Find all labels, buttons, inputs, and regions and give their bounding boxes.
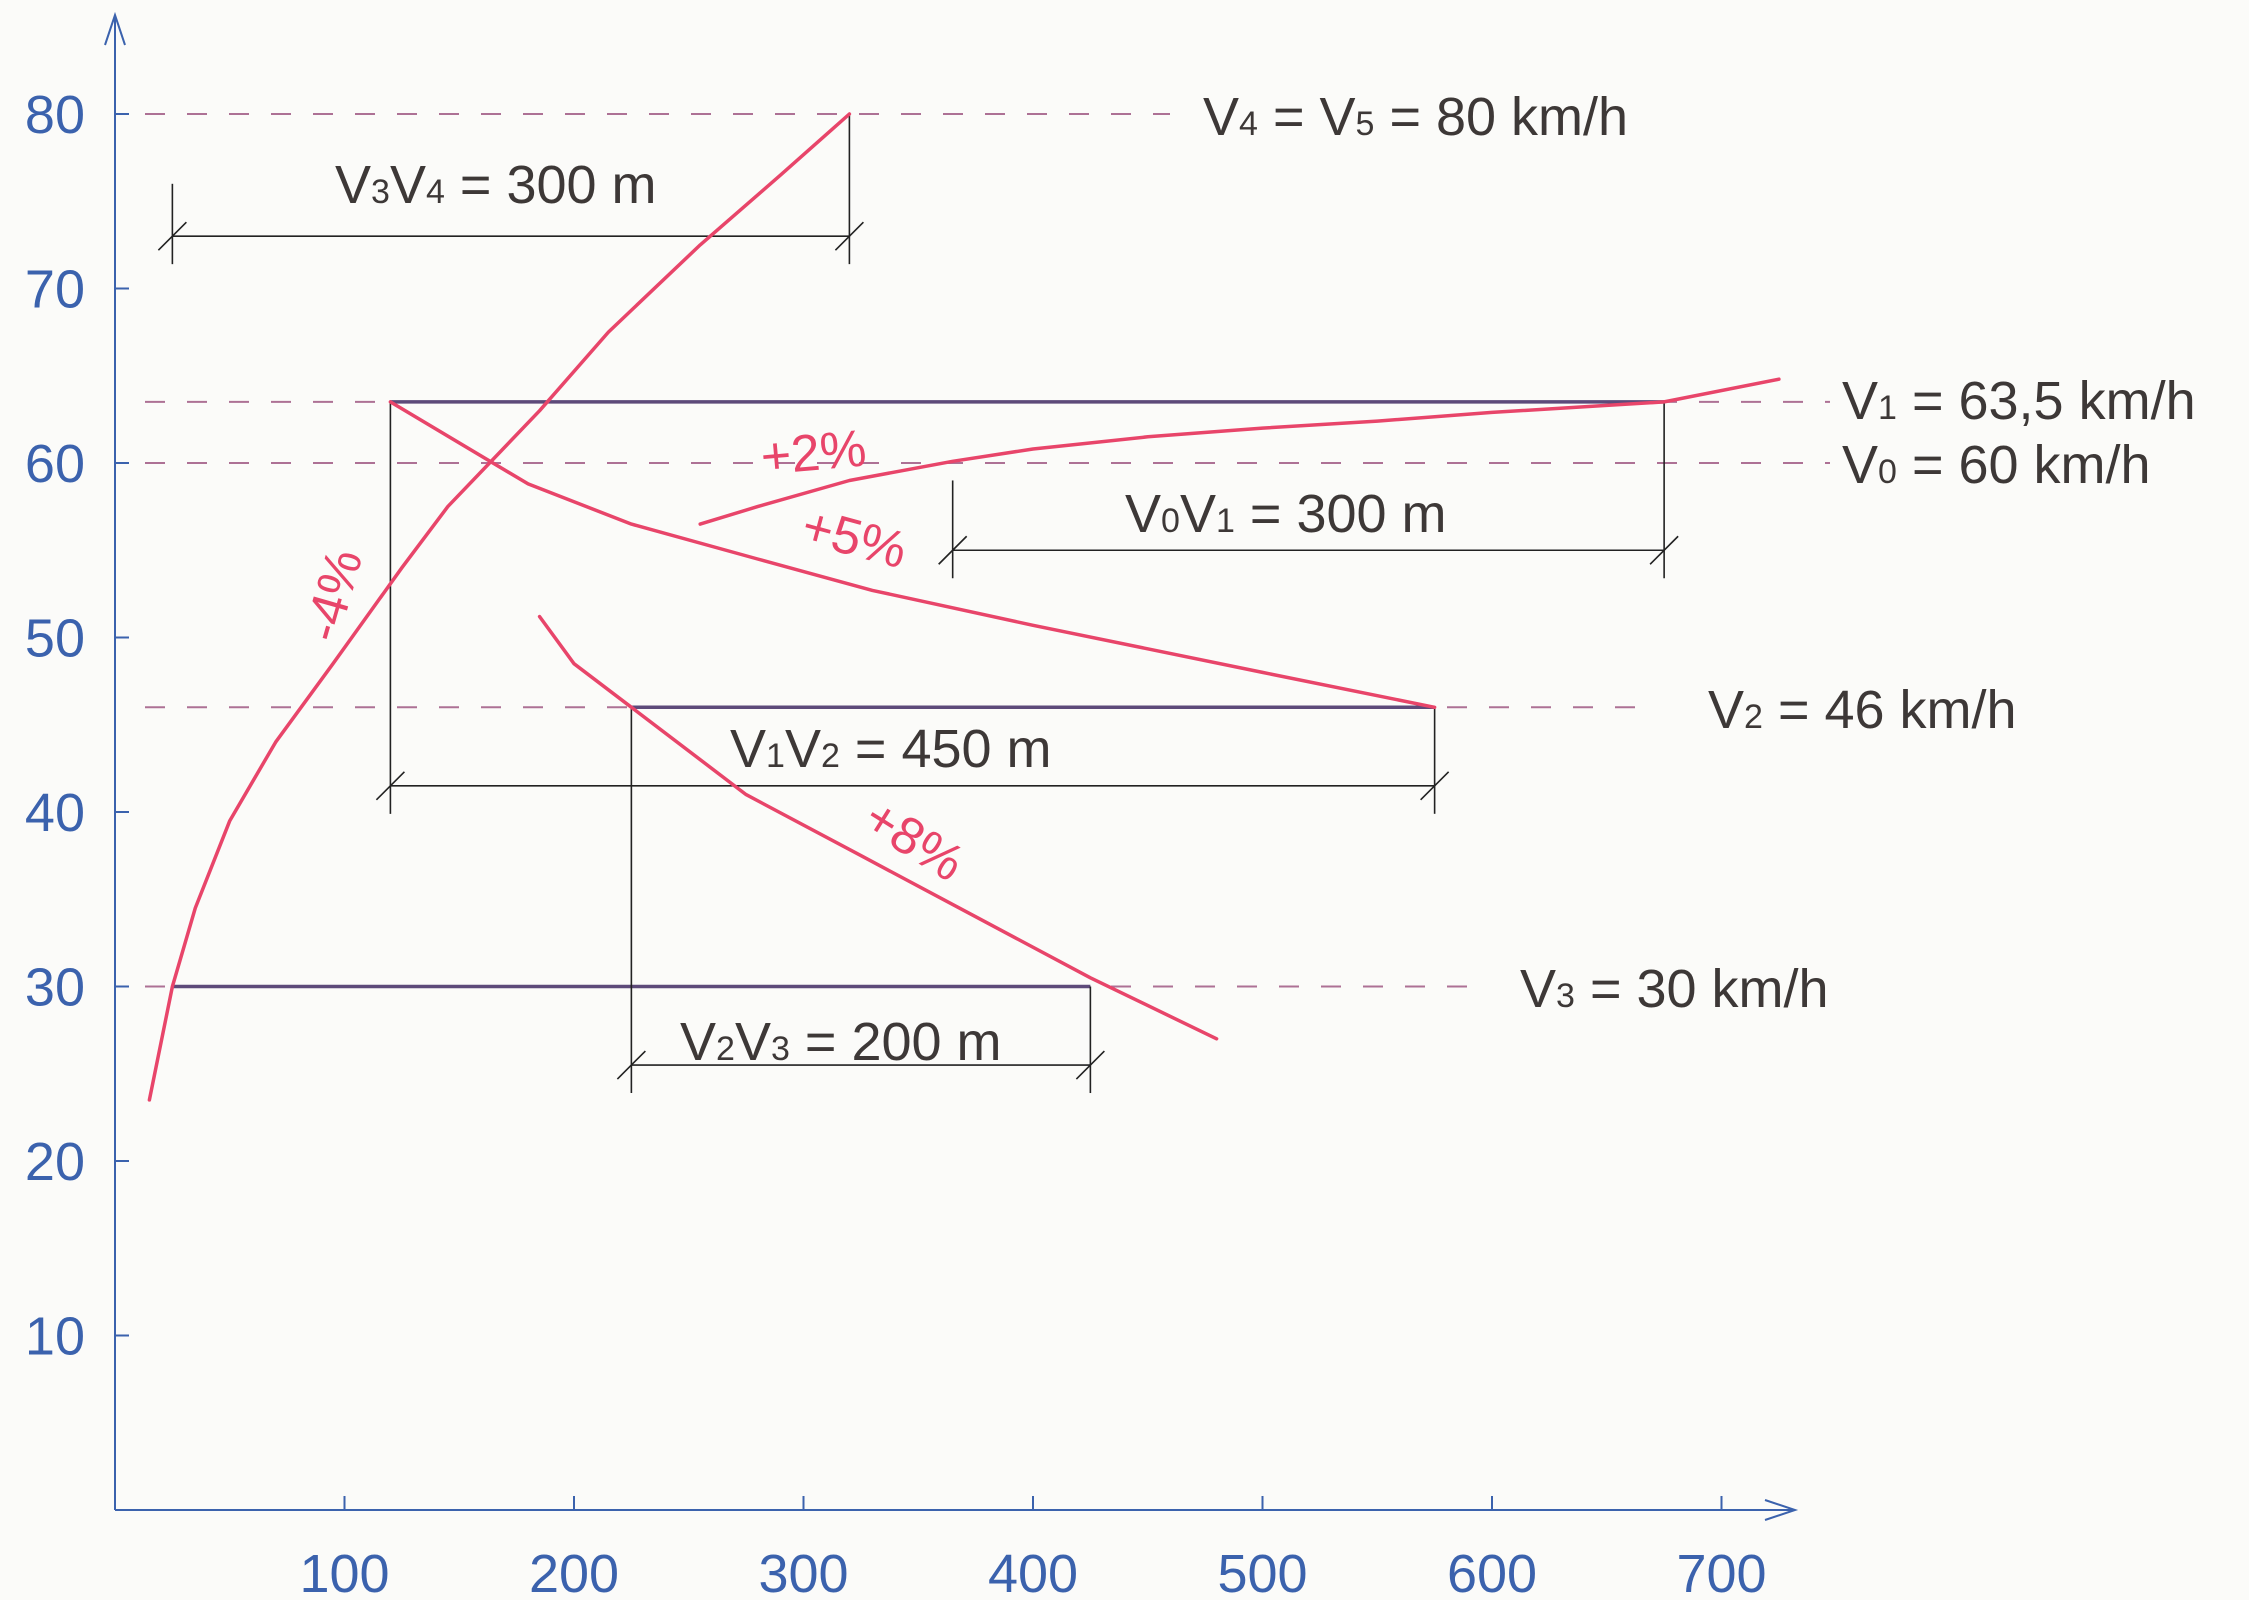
y-tick-label: 30	[25, 958, 85, 1018]
dimension-tick	[616, 1050, 646, 1080]
x-axis-arrow	[1764, 1499, 1799, 1521]
gradient-curve-line	[147, 112, 852, 1102]
x-tick-label: 100	[299, 1544, 389, 1600]
label-v2: V2 = 46 km/h	[1708, 680, 2017, 740]
y-tick-label: 20	[25, 1132, 85, 1192]
axes	[104, 11, 1799, 1521]
label-v0: V0 = 60 km/h	[1842, 435, 2151, 495]
label-v1: V1 = 63,5 km/h	[1842, 371, 2196, 431]
label-distance-v1-v2: V1V2 = 450 m	[730, 719, 1052, 779]
dimension-tick	[375, 771, 405, 801]
dimension-tick	[938, 535, 968, 565]
label-distance-v0-v1: V0V1 = 300 m	[1125, 484, 1447, 544]
label-distance-v3-v4: V3V4 = 300 m	[335, 155, 657, 215]
dimension-tick	[1649, 535, 1679, 565]
label-distance-v2-v3: V2V3 = 200 m	[680, 1012, 1002, 1072]
gradient-curves	[147, 112, 1781, 1102]
label-v4-v5: V4 = V5 = 80 km/h	[1203, 87, 1628, 147]
grade-label-plus8: +8%	[854, 788, 974, 893]
dimension-tick	[834, 221, 864, 251]
y-axis-arrow	[104, 11, 126, 46]
grade-label-plus5: +5%	[796, 497, 913, 580]
y-tick-label: 10	[25, 1307, 85, 1367]
y-tick-label: 60	[25, 434, 85, 494]
gradient-curve-line	[698, 377, 1781, 526]
dimension-tick	[1075, 1050, 1105, 1080]
label-v3: V3 = 30 km/h	[1520, 959, 1829, 1019]
dimension-tick	[157, 221, 187, 251]
distance-dimension-lines	[157, 114, 1679, 1094]
x-tick-label: 500	[1217, 1544, 1307, 1600]
grade-label-minus4: -4%	[293, 543, 374, 648]
tick-labels: 100 200 300 400 500 600 700 10 20 30 40 50 60 70 80	[25, 85, 1767, 1600]
annotation-labels: V4 = V5 = 80 km/h V1 = 63,5 km/h V0 = 60…	[335, 87, 2196, 1072]
x-tick-label: 300	[758, 1544, 848, 1600]
gradient-labels: -4% +2% +5% +8%	[293, 420, 974, 894]
x-tick-label: 600	[1447, 1544, 1537, 1600]
x-tick-label: 200	[529, 1544, 619, 1600]
dimension-tick	[1420, 771, 1450, 801]
y-tick-label: 70	[25, 260, 85, 320]
gradient-curve-line	[388, 400, 1437, 710]
grade-label-plus2: +2%	[758, 420, 868, 487]
gradient-curve-line	[537, 614, 1219, 1041]
y-tick-label: 50	[25, 609, 85, 669]
x-tick-label: 700	[1676, 1544, 1766, 1600]
y-tick-label: 80	[25, 85, 85, 145]
y-tick-label: 40	[25, 783, 85, 843]
x-tick-label: 400	[988, 1544, 1078, 1600]
